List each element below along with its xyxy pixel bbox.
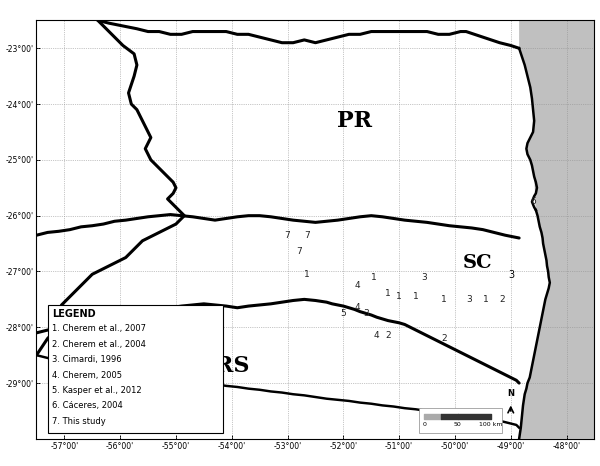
Text: 1: 1 (413, 292, 419, 301)
Text: 1: 1 (385, 289, 391, 298)
Text: 2: 2 (385, 331, 391, 340)
Bar (47, 305, 223, 433)
Text: 50: 50 (454, 422, 461, 427)
Text: 3. Cimardi, 1996: 3. Cimardi, 1996 (52, 355, 122, 364)
Text: 7. This study: 7. This study (52, 417, 106, 425)
Text: 2. Cherem et al., 2004: 2. Cherem et al., 2004 (52, 340, 146, 349)
Text: RS: RS (215, 356, 249, 377)
Polygon shape (519, 21, 595, 210)
Text: 5. Kasper et al., 2012: 5. Kasper et al., 2012 (52, 386, 142, 395)
Text: 1: 1 (441, 295, 446, 304)
Text: 0: 0 (422, 422, 426, 427)
Text: PR: PR (337, 110, 372, 132)
Polygon shape (519, 21, 595, 439)
Text: 3: 3 (508, 270, 514, 281)
Text: 4. Cherem, 2005: 4. Cherem, 2005 (52, 370, 122, 379)
Text: 1: 1 (483, 295, 488, 304)
Text: 1. Cherem et al., 2007: 1. Cherem et al., 2007 (52, 324, 146, 334)
Text: 3: 3 (363, 309, 368, 318)
Text: 2: 2 (441, 334, 446, 343)
Text: 2: 2 (500, 295, 505, 304)
Text: 5: 5 (340, 309, 346, 318)
Text: 100 km: 100 km (479, 422, 503, 427)
Text: 6: 6 (530, 197, 536, 206)
Text: 4: 4 (355, 303, 360, 312)
Text: 6. Cáceres, 2004: 6. Cáceres, 2004 (52, 401, 123, 410)
Text: 3: 3 (466, 295, 472, 304)
Text: 4: 4 (355, 281, 360, 290)
Text: LEGEND: LEGEND (52, 309, 96, 319)
Text: 1: 1 (304, 270, 310, 279)
Text: 1: 1 (371, 273, 377, 281)
Text: SC: SC (463, 254, 492, 272)
Text: 7: 7 (304, 231, 310, 240)
Text: 4: 4 (374, 331, 380, 340)
Bar (419, 408, 502, 433)
Text: 7: 7 (284, 231, 290, 240)
Text: N: N (507, 389, 514, 398)
Text: 7: 7 (296, 247, 302, 256)
Text: 3: 3 (421, 273, 427, 281)
Text: 1: 1 (396, 292, 402, 301)
